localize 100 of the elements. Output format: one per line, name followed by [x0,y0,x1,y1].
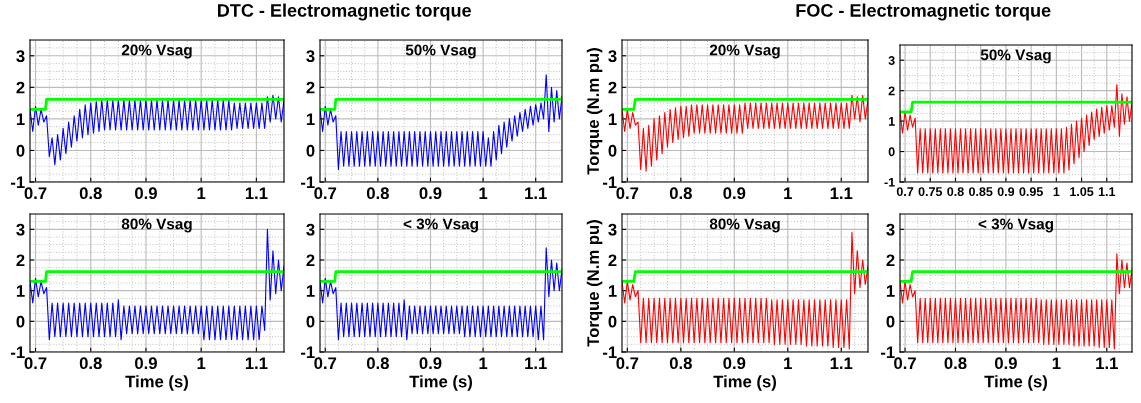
chart-subtitle: < 3% Vsag [403,218,478,233]
x-tick-label: 0.8 [79,357,102,370]
y-tick-label: -1 [10,176,25,189]
y-tick-label: 3 [16,223,25,236]
x-tick-label: 1 [784,187,792,199]
x-tick-label: 0.9 [135,357,157,370]
x-tick-label: 1 [1052,357,1061,369]
chart-subtitle: 80% Vsag [709,218,780,233]
x-tick-label: 0.8 [669,357,692,370]
y-tick-label: 0 [16,315,25,328]
x-tick-label: 0.7 [314,187,337,200]
x-tick-label: 0.9 [419,357,442,370]
y-tick-label: 2 [888,86,895,96]
chart-subtitle: 20% Vsag [121,44,192,59]
y-tick-label: -1 [300,346,315,359]
x-tick-label: 1.1 [525,357,547,369]
x-tick-label: 0.8 [366,357,389,370]
x-tick-label: 0.7 [894,357,916,370]
y-tick-label: 2 [16,81,25,94]
x-tick-label: 0.8 [669,187,692,200]
chart-subtitle: 80% Vsag [121,218,192,233]
x-tick-label: 0.7 [314,357,337,370]
y-tick-label: 0 [16,144,25,157]
chart-subtitle: < 3% Vsag [978,218,1053,233]
x-axis-title: Time (s) [713,375,776,391]
x-tick-label: 1 [197,357,206,369]
x-tick-label: 0.7 [24,357,47,370]
y-tick-label: 0 [306,315,315,328]
x-tick-label: 0.8 [79,187,102,200]
y-tick-label: 1 [608,113,617,125]
chart-title: FOC - Electromagnetic torque [796,3,1051,21]
x-axis-title: Time (s) [125,375,188,391]
y-tick-label: 3 [608,50,617,62]
y-tick-label: 2 [886,254,895,267]
chart-subtitle: 20% Vsag [709,44,780,59]
x-tick-label: 0.9 [723,357,746,370]
y-tick-label: 1 [16,113,25,125]
x-tick-label: 1.1 [245,357,268,369]
x-tick-label: 0.8 [947,187,964,197]
x-tick-label: 0.7 [896,187,914,197]
y-tick-label: 1 [608,285,617,297]
y-tick-label: 2 [608,254,617,267]
x-tick-label: 0.8 [366,187,389,200]
x-tick-label: 1.1 [245,187,268,199]
y-tick-label: 3 [608,223,617,236]
y-tick-label: 3 [16,50,25,62]
x-tick-label: 0.75 [918,187,943,197]
line-series [320,74,562,170]
y-tick-label: 2 [16,254,25,267]
x-tick-label: 0.8 [944,357,967,370]
chart-subtitle: 50% Vsag [980,49,1051,64]
x-tick-label: 0.7 [616,187,639,200]
y-tick-label: 2 [306,81,315,94]
x-tick-label: 1 [479,357,488,369]
y-tick-label: 3 [888,56,895,65]
x-tick-label: 0.7 [616,357,639,370]
y-tick-label: 1 [886,285,895,297]
x-tick-label: 0.7 [24,187,47,200]
y-tick-label: 2 [306,254,315,267]
x-tick-label: 1.1 [830,357,853,369]
y-tick-label: -1 [300,176,315,189]
x-tick-label: 1 [197,187,206,199]
x-axis-title: Time (s) [984,375,1047,391]
x-tick-label: 1.05 [1070,187,1094,197]
x-tick-label: 1.1 [1096,357,1118,369]
x-tick-label: 1.1 [1098,187,1116,196]
x-tick-label: 0.9 [135,187,157,200]
y-tick-label: 3 [886,223,895,236]
y-tick-label: 3 [306,223,315,236]
y-tick-label: 1 [16,285,25,297]
x-tick-label: 0.9 [419,187,442,200]
y-tick-label: 0 [608,144,617,157]
y-tick-label: -1 [884,177,895,187]
x-axis-title: Time (s) [409,375,472,391]
y-tick-label: -1 [602,176,617,189]
x-tick-label: 1 [784,357,792,369]
x-tick-label: 1 [479,187,488,199]
line-series [900,84,1132,174]
line-series [622,94,868,172]
x-tick-label: 0.9 [997,187,1015,197]
y-tick-label: 1 [888,117,895,126]
x-tick-label: 1.1 [830,187,853,199]
y-tick-label: -1 [880,346,895,359]
y-tick-label: 0 [306,144,315,157]
x-tick-label: 0.85 [969,187,993,197]
y-axis-title: Torque (N.m pu) [586,48,603,175]
y-tick-label: 1 [306,113,315,125]
y-tick-label: -1 [10,346,25,359]
x-tick-label: 0.95 [1019,187,1043,197]
y-tick-label: 3 [306,50,315,62]
y-tick-label: 1 [306,285,315,297]
x-tick-label: 0.9 [723,187,746,200]
x-tick-label: 0.9 [994,357,1017,370]
y-tick-label: 0 [886,315,895,328]
x-tick-label: 1.1 [525,187,547,199]
line-series [30,94,284,166]
chart-title: DTC - Electromagnetic torque [218,3,471,21]
y-tick-label: 0 [888,147,895,157]
x-tick-label: 1 [1053,187,1060,196]
chart-subtitle: 50% Vsag [405,44,476,59]
